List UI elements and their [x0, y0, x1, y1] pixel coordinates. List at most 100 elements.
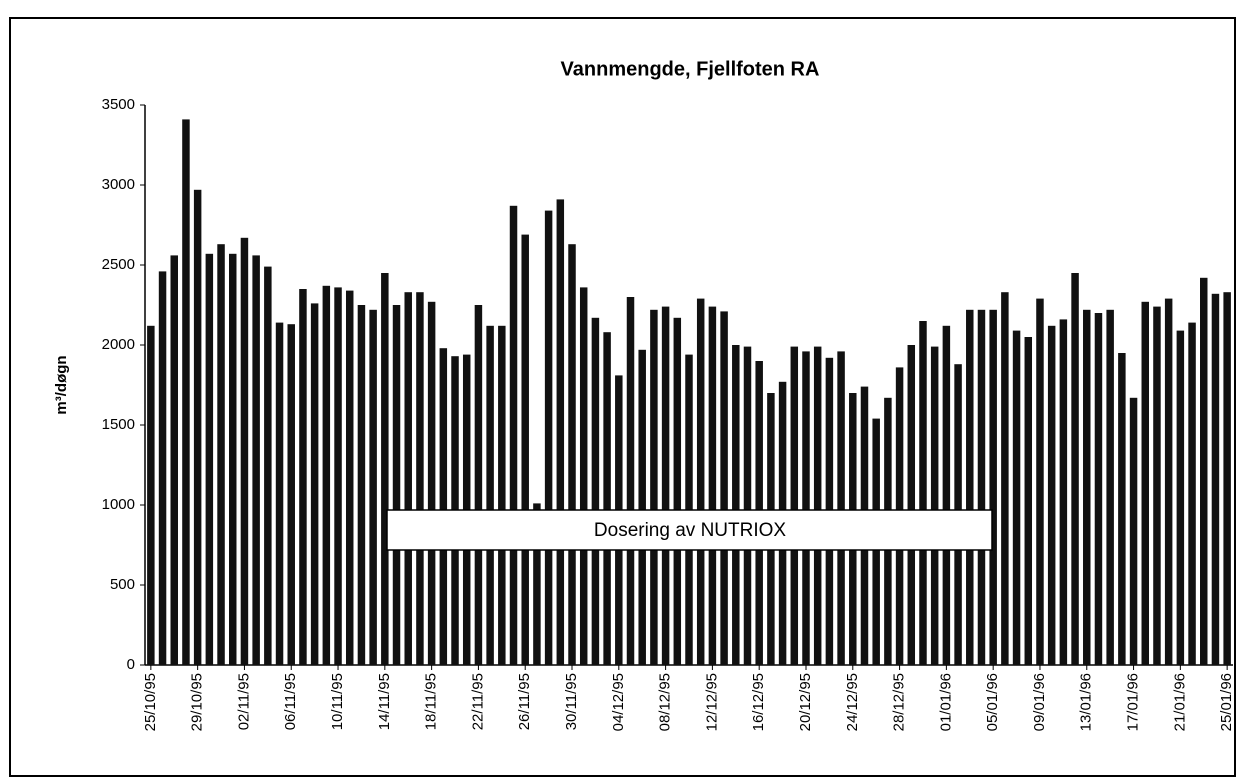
- bar: [170, 255, 178, 665]
- bar: [322, 285, 331, 665]
- bar: [1071, 273, 1079, 665]
- bar: [264, 266, 272, 665]
- bar: [1188, 322, 1196, 665]
- bar: [1001, 292, 1009, 665]
- y-tick-label: 2500: [102, 256, 135, 273]
- y-tick-label: 1000: [102, 496, 135, 513]
- bar: [977, 309, 986, 665]
- bar: [708, 306, 717, 665]
- x-tick-label: 29/10/95: [189, 673, 206, 731]
- y-tick-label: 2000: [102, 336, 135, 353]
- bar: [591, 317, 600, 665]
- bar: [696, 298, 705, 665]
- y-tick-label: 3500: [102, 96, 135, 113]
- bar: [568, 244, 576, 665]
- bar: [217, 244, 225, 665]
- bar: [287, 324, 295, 665]
- bar: [240, 237, 249, 666]
- x-tick-label: 26/11/95: [516, 673, 533, 730]
- x-tick-label: 02/11/95: [235, 673, 252, 730]
- bar: [205, 253, 214, 666]
- bar: [813, 346, 822, 665]
- bar: [533, 503, 541, 665]
- bar: [837, 351, 845, 665]
- x-tick-label: 08/12/95: [657, 673, 674, 731]
- y-axis-label: m³/døgn: [53, 355, 70, 414]
- bar: [158, 271, 167, 665]
- bar: [650, 309, 658, 665]
- x-tick-label: 14/11/95: [376, 673, 393, 730]
- chart-border: [9, 17, 1236, 777]
- bar: [626, 297, 635, 665]
- bar: [381, 273, 389, 665]
- bar: [193, 189, 202, 666]
- bar: [147, 325, 155, 665]
- bar: [942, 325, 951, 665]
- x-tick-label: 24/12/95: [844, 673, 861, 731]
- bar: [345, 290, 354, 665]
- bar: [603, 332, 611, 665]
- bar: [661, 306, 670, 665]
- x-tick-label: 10/11/95: [329, 673, 346, 730]
- y-tick-label: 0: [127, 656, 135, 673]
- y-tick-label: 1500: [102, 416, 135, 433]
- bar: [474, 305, 483, 665]
- bar: [334, 287, 342, 665]
- x-tick-label: 12/12/95: [703, 673, 720, 731]
- bar: [1094, 313, 1103, 665]
- bar: [1106, 309, 1114, 665]
- x-tick-label: 01/01/96: [937, 673, 954, 731]
- bar: [930, 346, 939, 665]
- bar: [1118, 353, 1126, 665]
- bar: [966, 309, 974, 665]
- bar: [1164, 298, 1173, 665]
- bar: [638, 349, 646, 665]
- bar: [919, 321, 927, 665]
- x-tick-label: 16/12/95: [750, 673, 767, 731]
- bar: [544, 210, 553, 665]
- bar: [299, 289, 307, 665]
- x-tick-label: 25/10/95: [142, 673, 159, 731]
- bar: [252, 255, 260, 665]
- x-tick-label: 28/12/95: [891, 673, 908, 731]
- bar: [556, 199, 565, 665]
- bar: [521, 234, 529, 665]
- bar: [404, 292, 412, 665]
- plot-area: 0 500 1000 1500 2000 2500 3000 3500 25/10/95 29/1…: [102, 96, 1235, 731]
- x-tick-label: 04/12/95: [610, 673, 627, 731]
- bar: [1012, 330, 1021, 665]
- x-tick-label: 17/01/96: [1125, 673, 1142, 731]
- x-tick-label: 21/01/96: [1171, 673, 1188, 731]
- bar: [732, 345, 740, 665]
- bar: [1153, 306, 1161, 665]
- bar: [1129, 397, 1138, 665]
- x-tick-label: 20/12/95: [797, 673, 814, 731]
- bar: [1059, 319, 1068, 665]
- x-tick-label: 22/11/95: [469, 673, 486, 730]
- bar: [1141, 301, 1150, 665]
- bar: [790, 346, 799, 665]
- bar: [486, 325, 494, 665]
- bar: [275, 322, 284, 665]
- bar: [427, 301, 436, 665]
- bar: [1083, 309, 1091, 665]
- y-tick-label: 3000: [102, 176, 135, 193]
- bar: [720, 311, 728, 665]
- x-tick-label: 25/01/96: [1218, 673, 1235, 731]
- bar: [673, 317, 682, 665]
- y-tick-label: 500: [110, 576, 135, 593]
- bar: [439, 348, 448, 665]
- bar: [228, 253, 237, 666]
- bar: [310, 303, 319, 665]
- bar: [416, 292, 424, 665]
- bar: [357, 305, 366, 665]
- bar: [498, 325, 506, 665]
- x-tick-label: 06/11/95: [282, 673, 299, 730]
- annotation: Dosering av NUTRIOX: [594, 520, 786, 541]
- bar: [182, 119, 190, 665]
- bar: [1200, 277, 1208, 665]
- annotation-box: [386, 509, 993, 551]
- bar: [1024, 337, 1033, 665]
- bar: [989, 309, 997, 665]
